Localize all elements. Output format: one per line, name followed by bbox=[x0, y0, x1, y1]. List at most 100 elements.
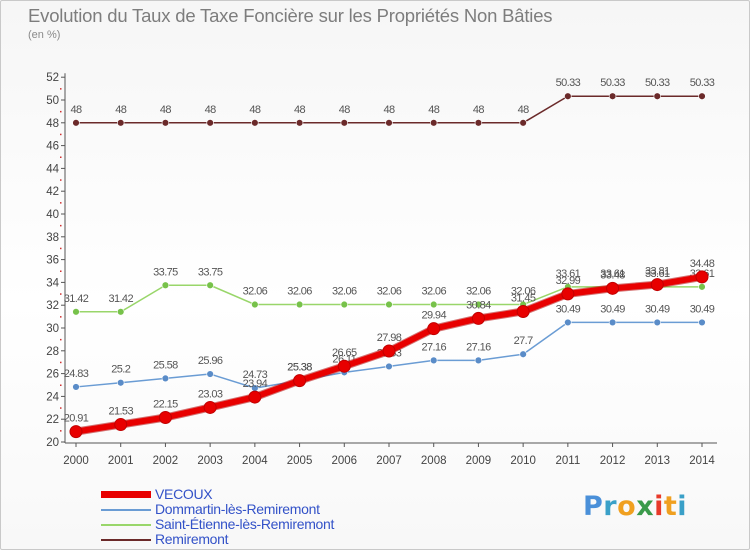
data-point-vecoux bbox=[203, 400, 217, 414]
y-tick-label: 20 bbox=[46, 437, 59, 449]
logo-letter: i bbox=[654, 491, 664, 522]
data-point-vecoux bbox=[471, 311, 485, 325]
legend-item-vecoux: VECOUX bbox=[101, 486, 421, 503]
data-point-remiremont bbox=[251, 119, 259, 127]
data-point-saint-etienne-les-remiremont bbox=[251, 300, 259, 309]
data-point-dommartin-les-remiremont bbox=[385, 362, 393, 371]
data-label-remiremont: 48 bbox=[428, 104, 440, 116]
data-point-saint-etienne-les-remiremont bbox=[698, 283, 706, 291]
logo-letter: P bbox=[583, 491, 604, 522]
legend-swatch-vecoux bbox=[101, 491, 151, 498]
data-label-dommartin-les-remiremont: 30.49 bbox=[645, 303, 670, 315]
data-point-saint-etienne-les-remiremont bbox=[161, 281, 170, 289]
legend-swatch-saint-etienne bbox=[101, 524, 151, 526]
data-label-vecoux: 21.53 bbox=[108, 406, 133, 418]
y-minor-mark bbox=[60, 179, 62, 181]
y-tick-label: 48 bbox=[46, 118, 59, 130]
data-label-saint-etienne-les-remiremont: 33.61 bbox=[556, 268, 581, 280]
y-tick-label: 52 bbox=[46, 72, 59, 84]
data-point-vecoux bbox=[382, 344, 396, 358]
data-label-vecoux: 26.65 bbox=[332, 347, 357, 359]
data-label-vecoux: 23.03 bbox=[198, 388, 223, 400]
data-label-remiremont: 48 bbox=[518, 104, 530, 116]
x-tick-label: 2009 bbox=[466, 455, 492, 467]
data-label-saint-etienne-les-remiremont: 32.06 bbox=[243, 286, 268, 298]
data-label-vecoux: 29.94 bbox=[421, 310, 446, 322]
data-point-vecoux bbox=[69, 425, 83, 439]
data-label-vecoux: 22.15 bbox=[153, 398, 178, 410]
data-label-remiremont: 48 bbox=[473, 104, 485, 116]
data-label-saint-etienne-les-remiremont: 31.42 bbox=[108, 293, 133, 305]
y-tick-label: 36 bbox=[46, 255, 59, 267]
y-minor-mark bbox=[60, 338, 62, 341]
y-minor-mark bbox=[60, 202, 62, 204]
data-point-remiremont bbox=[117, 119, 125, 127]
data-label-vecoux: 31.45 bbox=[511, 292, 536, 304]
data-label-dommartin-les-remiremont: 30.49 bbox=[600, 303, 625, 315]
y-tick-label: 44 bbox=[46, 163, 59, 175]
x-tick-label: 2004 bbox=[242, 455, 268, 467]
data-point-remiremont bbox=[385, 119, 393, 127]
data-point-dommartin-les-remiremont bbox=[608, 318, 617, 327]
data-label-saint-etienne-les-remiremont: 32.06 bbox=[511, 286, 536, 298]
data-point-vecoux bbox=[650, 278, 664, 292]
data-point-saint-etienne-les-remiremont bbox=[117, 308, 125, 316]
logo-letter: o bbox=[617, 491, 637, 522]
x-tick-label: 2000 bbox=[63, 455, 89, 467]
data-label-remiremont: 48 bbox=[294, 104, 306, 116]
y-minor-mark bbox=[60, 361, 62, 364]
data-point-dommartin-les-remiremont bbox=[519, 350, 527, 358]
data-label-saint-etienne-les-remiremont: 32.06 bbox=[332, 286, 357, 298]
y-minor-mark bbox=[60, 384, 62, 386]
y-tick-label: 32 bbox=[46, 300, 59, 312]
y-tick-label: 42 bbox=[46, 186, 59, 198]
data-label-saint-etienne-les-remiremont: 33.75 bbox=[153, 266, 178, 278]
data-point-vecoux bbox=[293, 374, 307, 388]
data-label-dommartin-les-remiremont: 27.7 bbox=[514, 335, 533, 347]
data-label-vecoux: 23.94 bbox=[243, 378, 268, 390]
data-point-remiremont bbox=[698, 92, 706, 100]
y-tick-label: 26 bbox=[46, 369, 59, 381]
data-label-remiremont: 48 bbox=[115, 104, 127, 116]
data-point-dommartin-les-remiremont bbox=[653, 318, 661, 327]
proxiti-logo: Proxiti bbox=[583, 491, 687, 522]
data-label-dommartin-les-remiremont: 24.83 bbox=[64, 368, 89, 380]
x-tick-label: 2001 bbox=[108, 455, 134, 467]
x-tick-label: 2005 bbox=[287, 455, 313, 467]
data-point-dommartin-les-remiremont bbox=[430, 356, 438, 365]
logo-letter: x bbox=[636, 491, 655, 522]
data-point-vecoux bbox=[158, 410, 172, 424]
y-minor-mark bbox=[60, 407, 62, 409]
data-point-saint-etienne-les-remiremont bbox=[72, 308, 80, 316]
data-point-vecoux bbox=[561, 287, 575, 301]
y-tick-label: 22 bbox=[46, 414, 59, 426]
data-label-remiremont: 50.33 bbox=[556, 77, 581, 89]
data-point-dommartin-les-remiremont bbox=[564, 318, 572, 327]
data-label-vecoux: 33.48 bbox=[600, 269, 625, 281]
chart-title: Evolution du Taux de Taxe Foncière sur l… bbox=[28, 5, 553, 26]
x-tick-label: 2011 bbox=[555, 455, 580, 467]
data-point-dommartin-les-remiremont bbox=[474, 356, 483, 365]
data-label-dommartin-les-remiremont: 25.38 bbox=[287, 362, 312, 374]
data-point-vecoux bbox=[248, 390, 262, 404]
data-label-remiremont: 48 bbox=[205, 104, 217, 116]
data-point-dommartin-les-remiremont bbox=[72, 383, 80, 391]
y-tick-label: 38 bbox=[46, 232, 59, 244]
y-minor-mark bbox=[60, 293, 62, 295]
data-label-vecoux: 20.91 bbox=[64, 413, 89, 425]
data-label-dommartin-les-remiremont: 30.49 bbox=[690, 303, 715, 315]
legend-item-remiremont: Remiremont bbox=[101, 531, 421, 548]
data-label-dommartin-les-remiremont: 27.16 bbox=[466, 341, 491, 353]
data-point-vecoux bbox=[114, 418, 128, 432]
data-label-remiremont: 48 bbox=[383, 104, 395, 116]
data-label-vecoux: 33.81 bbox=[645, 266, 670, 278]
data-label-vecoux: 25.38 bbox=[287, 362, 312, 374]
data-label-dommartin-les-remiremont: 27.16 bbox=[421, 341, 446, 353]
data-point-dommartin-les-remiremont bbox=[161, 374, 170, 383]
data-label-saint-etienne-les-remiremont: 32.06 bbox=[377, 286, 402, 298]
data-label-dommartin-les-remiremont: 24.73 bbox=[243, 369, 268, 381]
x-tick-label: 2008 bbox=[421, 455, 447, 467]
data-point-saint-etienne-les-remiremont bbox=[295, 300, 304, 309]
y-minor-mark bbox=[60, 133, 62, 136]
